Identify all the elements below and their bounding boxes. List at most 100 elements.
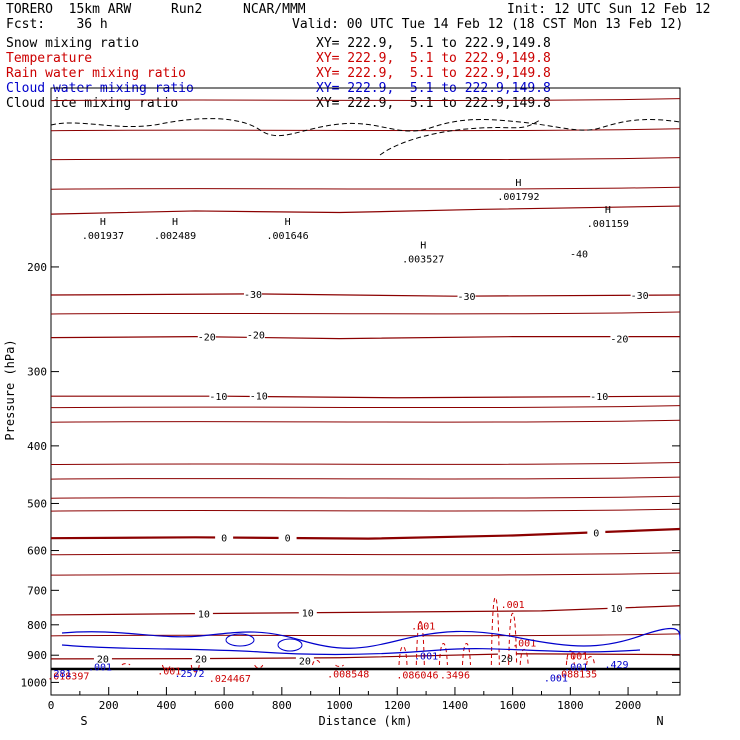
- rain-contour: [519, 648, 529, 666]
- temperature-label: -10: [209, 392, 227, 403]
- temperature-label: -30: [631, 291, 649, 302]
- snow-max-marker: H: [285, 217, 291, 228]
- init-time: Init: 12 UTC Sun 12 Feb 12: [507, 2, 711, 17]
- y-tick-label: 200: [27, 261, 47, 274]
- temperature-label: 0: [221, 533, 227, 544]
- contour-label-bg: [93, 652, 112, 665]
- rain-contour: [415, 621, 425, 666]
- plot-frame: [50, 87, 681, 696]
- contour-label-bg: [298, 606, 317, 619]
- x-tick-label: 1400: [442, 699, 469, 712]
- contour-label-bg: [197, 330, 216, 343]
- cloud-water-contour: [225, 633, 255, 647]
- temperature-contour: [50, 653, 681, 660]
- temperature-label: 20: [299, 656, 311, 667]
- legend-label: Temperature: [6, 51, 93, 66]
- temperature-label: -40: [570, 250, 588, 261]
- temperature-label: -20: [247, 331, 265, 342]
- temperature-label: 0: [285, 533, 291, 544]
- contour-label-bg: [587, 526, 606, 539]
- contour-label-bg: [590, 390, 609, 403]
- temperature-contour: [50, 293, 681, 297]
- legend-xy: XY= 222.9, 5.1 to 222.9,149.8: [316, 36, 551, 51]
- temperature-label: -30: [244, 290, 262, 301]
- contour-label-bg: [215, 531, 234, 544]
- temperature-contour: [50, 462, 681, 466]
- x-tick-label: 2000: [615, 699, 642, 712]
- rain-contour: [565, 650, 575, 666]
- y-tick-label: 1000: [21, 676, 48, 689]
- rain-value-label: .001: [501, 600, 525, 611]
- temperature-contour: [50, 527, 681, 540]
- rain-contour: [438, 642, 448, 666]
- rain-value-label: .001: [157, 667, 181, 678]
- rain-contour: [190, 664, 200, 673]
- temperature-contour: [50, 552, 681, 556]
- model-title: TORERO 15km ARW: [6, 2, 132, 17]
- rain-contour: [586, 656, 596, 666]
- x-tick-label: 400: [156, 699, 176, 712]
- snow-max-marker: H: [605, 205, 611, 216]
- contour-label-bg: [610, 332, 629, 345]
- temperature-contour: [50, 495, 681, 499]
- rain-value-label: .001: [411, 622, 435, 633]
- legend-xy: XY= 222.9, 5.1 to 222.9,149.8: [316, 51, 551, 66]
- x-tick-label: 1200: [384, 699, 411, 712]
- snow-contour: [379, 119, 541, 156]
- x-tick-label: 1000: [326, 699, 353, 712]
- cloud-water-contour: [277, 638, 303, 652]
- cloud-value-label: 281: [54, 669, 72, 680]
- snow-contour: [50, 118, 681, 137]
- cloud-value-label: .001: [544, 674, 568, 685]
- temperature-contour: [50, 419, 681, 423]
- contour-label-bg: [497, 652, 516, 665]
- x-tick-label: 800: [272, 699, 292, 712]
- rain-value-label: .018397: [47, 672, 89, 683]
- temperature-contour: [50, 405, 681, 409]
- temperature-contour: [51, 395, 681, 399]
- x-tick-label: 1600: [499, 699, 526, 712]
- rain-contour: [335, 664, 344, 667]
- cloud-value-label: .001: [564, 663, 588, 674]
- rain-value-label: .001: [512, 638, 536, 649]
- y-tick-label: 400: [27, 440, 47, 453]
- temperature-contour: [50, 572, 681, 576]
- legend-label: Snow mixing ratio: [6, 36, 140, 51]
- temperature-label: -10: [250, 391, 268, 402]
- legend-xy: XY= 222.9, 5.1 to 222.9,149.8: [316, 66, 551, 81]
- snow-max-value: .001792: [497, 192, 539, 203]
- y-tick-label: 700: [27, 584, 47, 597]
- temperature-contour: [50, 157, 681, 161]
- run-label: Run2: [171, 2, 203, 17]
- legend-label: Rain water mixing ratio: [6, 66, 187, 81]
- temperature-contour: [50, 128, 681, 132]
- cloud-water-contour: [61, 627, 681, 649]
- rain-value-label: .008548: [327, 670, 369, 681]
- cloud-value-label: .2572: [174, 669, 204, 680]
- snow-max-marker: H: [100, 217, 106, 228]
- contour-label-bg: [246, 328, 265, 341]
- temperature-contour: [50, 336, 680, 340]
- x-tick-label: 600: [214, 699, 234, 712]
- temperature-label: 20: [195, 654, 207, 665]
- x-tick-label: 200: [99, 699, 119, 712]
- y-tick-label: 500: [27, 497, 47, 510]
- temperature-label: -30: [457, 292, 475, 303]
- snow-max-value: .003527: [402, 254, 444, 265]
- rain-value-label: .088135: [555, 670, 597, 681]
- y-tick-label: 800: [27, 619, 47, 632]
- rain-contour: [254, 664, 264, 669]
- contour-label-bg: [209, 390, 228, 403]
- rain-value-label: .001: [564, 651, 588, 662]
- org-label: NCAR/MMM: [243, 2, 306, 17]
- contour-label-bg: [570, 247, 589, 260]
- rain-value-label: .024467: [209, 674, 251, 685]
- temperature-label: -20: [610, 335, 628, 346]
- side-label-north: N: [656, 714, 663, 728]
- contour-label-bg: [194, 607, 213, 620]
- snow-max-marker: H: [420, 240, 426, 251]
- x-tick-label: 0: [48, 699, 55, 712]
- snow-max-value: .001159: [587, 219, 629, 230]
- temperature-contour: [50, 508, 681, 512]
- temperature-contour: [50, 205, 681, 215]
